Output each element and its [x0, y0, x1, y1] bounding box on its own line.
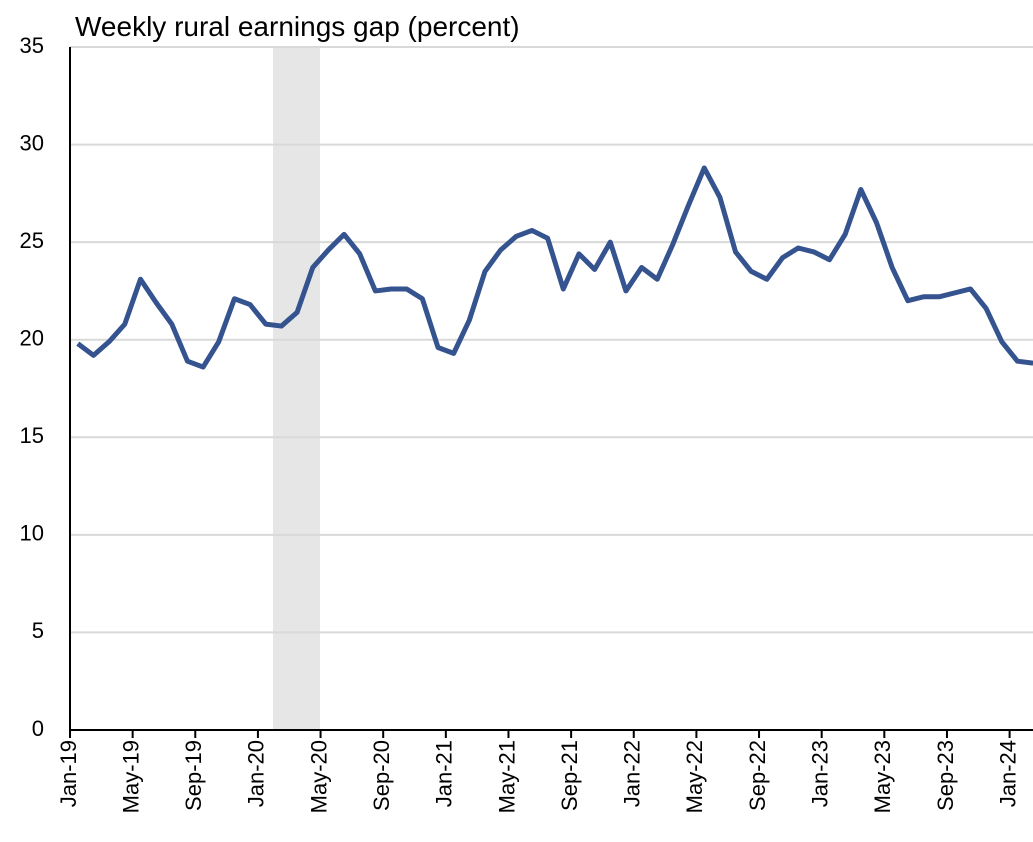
- x-tick-label: Jan-19: [56, 740, 81, 807]
- x-tick-label: May-19: [118, 740, 143, 813]
- y-tick-label: 0: [32, 716, 44, 741]
- y-tick-label: 25: [20, 228, 44, 253]
- data-line: [76, 165, 1033, 370]
- x-tick-label: May-23: [870, 740, 895, 813]
- x-tick-label: Sep-20: [369, 740, 394, 811]
- x-tick-label: Jan-20: [244, 740, 269, 807]
- x-tick-label: Sep-23: [933, 740, 958, 811]
- y-tick-label: 20: [20, 326, 44, 351]
- x-tick-label: May-22: [682, 740, 707, 813]
- x-tick-label: Jan-24: [995, 740, 1020, 807]
- x-tick-label: Jan-22: [620, 740, 645, 807]
- x-tick-label: Sep-22: [745, 740, 770, 811]
- x-tick-label: May-21: [494, 740, 519, 813]
- x-tick-label: Sep-21: [557, 740, 582, 811]
- y-tick-label: 5: [32, 618, 44, 643]
- y-tick-label: 10: [20, 521, 44, 546]
- x-tick-label: Jan-21: [432, 740, 457, 807]
- recession-shading: [273, 47, 320, 730]
- y-tick-label: 35: [20, 33, 44, 58]
- y-tick-label: 15: [20, 423, 44, 448]
- x-tick-label: May-20: [306, 740, 331, 813]
- x-tick-label: Sep-19: [181, 740, 206, 811]
- x-tick-label: Jan-23: [807, 740, 832, 807]
- y-tick-label: 30: [20, 130, 44, 155]
- chart-title: Weekly rural earnings gap (percent): [75, 11, 520, 42]
